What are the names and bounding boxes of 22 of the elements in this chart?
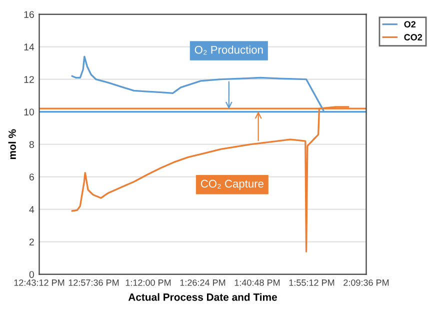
y-tick-label: 14 bbox=[24, 44, 34, 50]
y-tick-label: 6 bbox=[29, 174, 34, 180]
y-tick-label: 16 bbox=[24, 11, 34, 18]
x-tick-label: 1:40:48 PM bbox=[234, 279, 280, 286]
y-tick-label: 2 bbox=[29, 238, 34, 246]
y-tick-label: 10 bbox=[24, 108, 34, 116]
annotation: CO₂ Capture bbox=[200, 180, 264, 190]
x-tick-label: 12:57:36 PM bbox=[68, 279, 119, 286]
legend-label: CO2 bbox=[404, 34, 422, 40]
y-tick-label: 8 bbox=[29, 141, 34, 148]
x-tick-label: 1:55:12 PM bbox=[289, 279, 334, 286]
x-tick-label: 1:26:24 PM bbox=[180, 279, 226, 286]
x-tick-label: 2:09:36 PM bbox=[344, 279, 389, 286]
y-axis-title: mol % bbox=[8, 129, 16, 159]
x-tick-label: 12:43:12 PM bbox=[14, 279, 64, 286]
x-tick-label: 1:12:00 PM bbox=[126, 279, 171, 286]
x-axis-title: Actual Process Date and Time bbox=[128, 293, 277, 301]
y-tick-label: 4 bbox=[29, 206, 34, 213]
y-tick-label: 12 bbox=[24, 76, 34, 83]
y-tick-label: 0 bbox=[29, 271, 34, 278]
annotation: O₂ Production bbox=[194, 46, 263, 55]
legend-label: O2 bbox=[404, 21, 416, 28]
